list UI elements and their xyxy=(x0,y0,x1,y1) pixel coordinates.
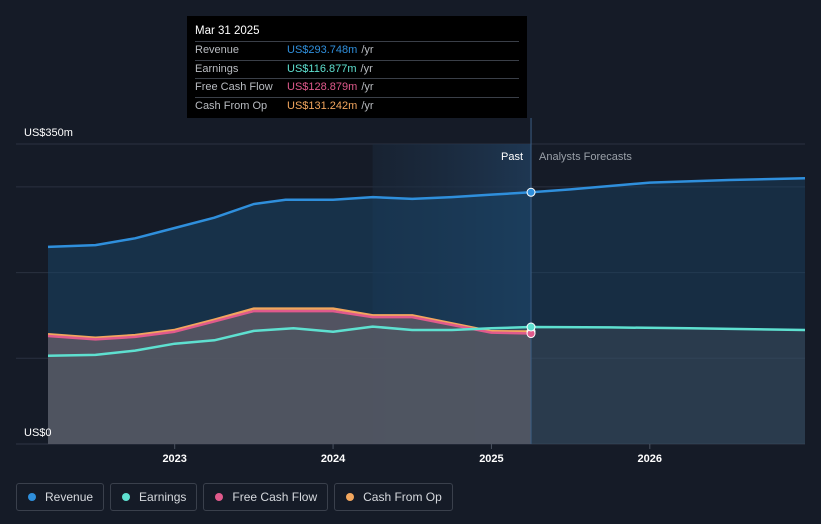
tooltip-label: Revenue xyxy=(195,44,240,56)
marker-revenue xyxy=(526,187,536,197)
line-earnings xyxy=(47,325,806,357)
forecast-label: Analysts Forecasts xyxy=(539,151,632,163)
tooltip-row-free-cash-flow: Free Cash Flow US$128.879m /yr xyxy=(195,78,519,97)
legend: Revenue Earnings Free Cash Flow Cash Fro… xyxy=(16,483,453,511)
tooltip-label: Earnings xyxy=(195,62,239,75)
x-tick-label: 2026 xyxy=(638,453,662,465)
x-tick-label: 2023 xyxy=(162,453,186,465)
line-cash-from-op xyxy=(47,307,532,339)
legend-item-cash-from-op[interactable]: Cash From Op xyxy=(334,483,453,511)
data-tooltip: Mar 31 2025 Revenue US$293.748m /yr Earn… xyxy=(187,16,527,118)
x-tick-label: 2024 xyxy=(321,453,346,465)
legend-label: Free Cash Flow xyxy=(232,490,318,504)
line-free-cash-flow xyxy=(47,309,532,341)
forecast-area-revenue xyxy=(531,178,805,445)
x-tick-label: 2025 xyxy=(479,453,503,465)
tooltip-value: US$116.877m xyxy=(287,62,357,75)
tooltip-value: US$293.748m xyxy=(287,44,358,56)
tooltip-value: US$131.242m xyxy=(287,99,358,112)
tooltip-unit: /yr xyxy=(360,62,373,75)
tooltip-value: US$128.879m xyxy=(287,81,358,93)
legend-label: Cash From Op xyxy=(363,490,442,504)
legend-label: Revenue xyxy=(45,490,94,504)
tooltip-row-cash-from-op: Cash From Op US$131.242m /yr xyxy=(195,96,519,116)
tooltip-label: Free Cash Flow xyxy=(195,81,273,93)
tooltip-row-earnings: Earnings US$116.877m /yr xyxy=(195,59,519,79)
marker-earnings xyxy=(526,322,536,332)
legend-dot-icon xyxy=(122,493,131,501)
tooltip-date: Mar 31 2025 xyxy=(195,25,260,37)
tooltip-unit: /yr xyxy=(361,99,374,112)
legend-item-free-cash-flow[interactable]: Free Cash Flow xyxy=(203,483,329,511)
area-earnings xyxy=(48,326,531,444)
line-revenue xyxy=(47,177,806,249)
legend-label: Earnings xyxy=(139,490,187,504)
legend-item-earnings[interactable]: Earnings xyxy=(110,483,198,511)
past-label: Past xyxy=(501,151,523,163)
forecast-area-earnings xyxy=(531,327,805,444)
legend-dot-icon xyxy=(28,493,36,501)
tooltip-row-revenue: Revenue US$293.748m /yr xyxy=(195,41,519,60)
y-label-top: US$350m xyxy=(24,127,73,139)
tooltip-unit: /yr xyxy=(361,44,374,56)
legend-item-revenue[interactable]: Revenue xyxy=(16,483,105,511)
tooltip-unit: /yr xyxy=(361,81,374,93)
legend-dot-icon xyxy=(346,493,355,501)
tooltip-label: Cash From Op xyxy=(195,99,268,112)
y-label-bottom: US$0 xyxy=(24,427,52,439)
legend-dot-icon xyxy=(215,493,224,501)
